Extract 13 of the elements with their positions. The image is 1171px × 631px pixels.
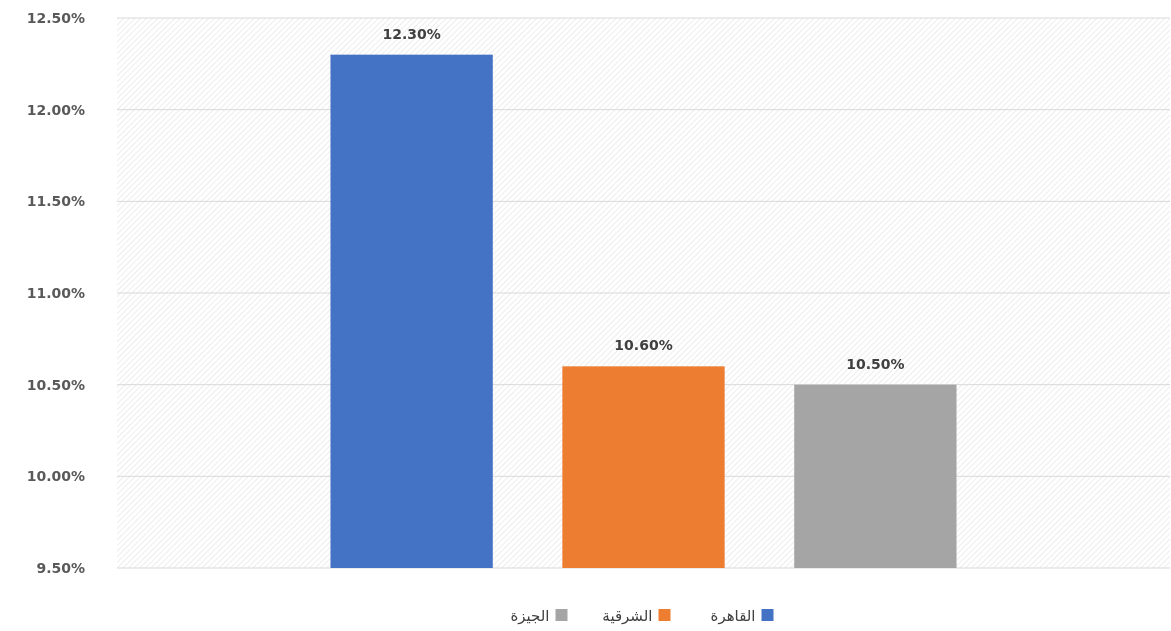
y-tick-label: 11.50%	[26, 193, 85, 210]
y-tick-label: 9.50%	[36, 559, 85, 576]
data-label: 10.60%	[614, 337, 673, 354]
y-tick-label: 12.00%	[26, 101, 85, 118]
data-label: 12.30%	[382, 25, 441, 42]
y-tick-label: 10.50%	[26, 376, 85, 393]
legend-label: القاهرة	[710, 607, 756, 625]
y-tick-label: 11.00%	[26, 284, 85, 301]
y-tick-label: 12.50%	[26, 9, 85, 26]
legend-label: الشرقية	[602, 607, 653, 625]
y-tick-label: 10.00%	[26, 468, 85, 485]
legend-label: الجيزة	[510, 607, 550, 625]
data-label: 10.50%	[846, 355, 905, 372]
